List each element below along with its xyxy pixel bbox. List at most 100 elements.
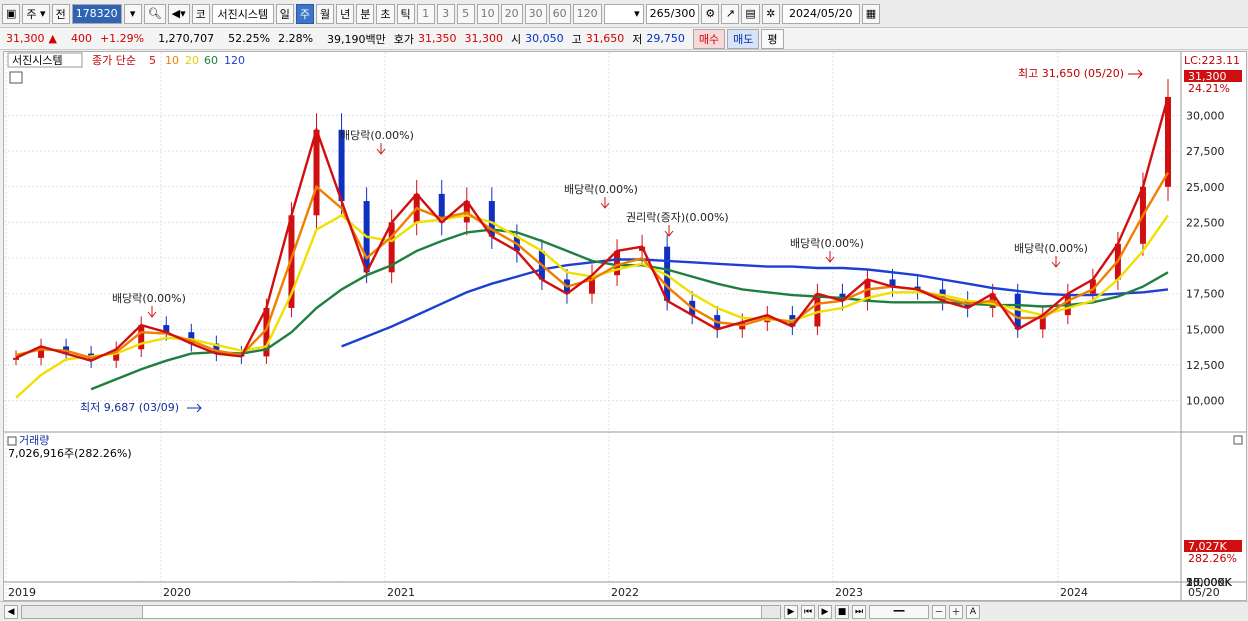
annotation-arrow-icon [376,143,386,155]
settings-icon[interactable]: ✲ [761,3,780,24]
date-label: 2019 [8,586,36,599]
toolbar: ▣ 주 ▾ 전 178320 ▾ 🔍︎ ◀▾ 코 서진시스템 일 주 월 년 분… [0,0,1248,28]
sell-button[interactable]: 매도 [727,28,760,49]
annotation-label: 배당락(0.00%) [340,129,414,142]
candle-body [814,293,821,327]
candle-body [1039,315,1046,330]
count-input[interactable]: 265/300 [645,3,700,24]
candle-body [1165,96,1171,187]
window-menu-icon[interactable]: ▣ [2,3,21,24]
current-price-tag: 31,300 [1188,70,1227,83]
current-pct-tag: 24.21% [1188,82,1230,95]
chart-area[interactable]: 서진시스템 종가 단순 5 10 20 60 120 LC:223.11 30,… [3,51,1247,601]
candle-body [614,250,621,276]
annotation-label: 배당락(0.00%) [112,292,186,305]
minute-3[interactable]: 3 [436,3,455,24]
play-icon[interactable]: ▶ [818,604,832,619]
candle-body [263,307,270,357]
ask-price-2: 31,300 [464,32,504,45]
low-arrow-icon [187,403,202,413]
trade-amount: 39,190백만 [327,32,386,46]
candle-body [213,343,220,354]
candles [13,79,1171,369]
period-second[interactable]: 초 [376,3,395,24]
ma-line-60 [90,228,1169,391]
open-label: 시 [511,32,522,46]
change-amount: 400 [70,32,92,45]
period-month[interactable]: 월 [316,3,335,24]
period-day[interactable]: 일 [275,3,294,24]
calendar-icon[interactable]: ▦ [861,3,881,24]
open-price: 30,050 [525,32,564,45]
candle-body [488,201,495,237]
speaker-icon[interactable]: ◀▾ [167,3,190,24]
low-price: 29,750 [646,32,685,45]
date-input[interactable]: 2024/05/20 [781,3,860,24]
rewind-icon[interactable]: ⏮ [801,604,815,619]
minute-20[interactable]: 20 [500,3,523,24]
candle-body [113,349,120,361]
custom-period-select[interactable]: ▾ [603,3,644,24]
minute-1[interactable]: 1 [416,3,435,24]
high-arrow-icon [1128,69,1143,79]
ask-label: 호가 [393,32,415,46]
candle-body [13,357,19,360]
zoom-slider-icon[interactable]: ━━ [869,604,929,619]
candle-body [338,129,345,202]
minute-10[interactable]: 10 [476,3,499,24]
grid-toggle-icon[interactable] [9,71,23,84]
buy-button[interactable]: 매수 [692,28,726,49]
scroll-right-icon[interactable]: ▶ [784,604,798,619]
market-select[interactable]: 주 ▾ [22,3,50,24]
date-label: 2024 [1060,586,1088,599]
candle-body [438,193,445,223]
zoom-in-icon[interactable]: ＋ [949,604,963,619]
forward-icon[interactable]: ⏭ [852,604,866,619]
stop-icon[interactable]: ■ [835,604,849,619]
eval-button[interactable]: 평 [761,28,784,49]
save-icon[interactable]: ▤ [741,3,760,24]
turnover-pct: 2.28% [278,32,314,45]
scroll-left-icon[interactable]: ◀ [4,604,18,619]
horizontal-scrollbar[interactable] [21,604,781,619]
font-size-icon[interactable]: A [966,604,980,619]
up-arrow-icon: ▲ [48,32,57,45]
volume-tick-label: 10,000K [1186,576,1232,589]
prev-button[interactable]: 전 [51,3,70,24]
zoom-out-icon[interactable]: － [932,604,946,619]
draw-tools-icon[interactable]: ↗ [721,3,740,24]
quote-bar: 31,300 ▲ 400 +1.29% 1,270,707 52.25% 2.2… [0,28,1248,50]
candle-body [138,325,145,350]
volume-close-icon[interactable] [1233,435,1243,445]
period-minute[interactable]: 분 [356,3,375,24]
chart-tools-icon[interactable]: ⚙ [701,3,720,24]
annotation-arrow-icon [664,225,674,237]
code-dropdown-icon[interactable]: ▾ [123,3,142,24]
volume-collapse-icon[interactable] [7,436,17,446]
high-note: 최고 31,650 (05/20) [1018,67,1124,80]
date-label: 2021 [387,586,415,599]
minute-60[interactable]: 60 [548,3,571,24]
price-tick-label: 27,500 [1186,145,1225,158]
minute-30[interactable]: 30 [524,3,547,24]
volume-tick-label: 15,000K [1186,576,1232,589]
price-tick-label: 30,000 [1186,110,1225,123]
code-input[interactable]: 178320 [71,3,122,24]
period-tick[interactable]: 틱 [396,3,415,24]
high-price: 31,650 [585,32,625,45]
minute-120[interactable]: 120 [572,3,602,24]
date-label: 2023 [835,586,863,599]
scroll-thumb[interactable] [142,605,762,618]
period-year[interactable]: 년 [336,3,355,24]
search-icon[interactable]: 🔍︎ [143,3,166,24]
grid-lines [4,52,1181,600]
period-week[interactable]: 주 [295,3,315,24]
ma-5-label: 5 [149,54,156,67]
price-tick-label: 17,500 [1186,288,1225,301]
minute-5[interactable]: 5 [456,3,475,24]
moving-averages [15,96,1170,399]
price-volume-chart[interactable]: 서진시스템 종가 단순 5 10 20 60 120 LC:223.11 30,… [4,52,1246,600]
current-price: 31,300 [6,32,45,45]
high-label: 고 [571,32,582,46]
volume-title: 거래량 [19,434,49,447]
